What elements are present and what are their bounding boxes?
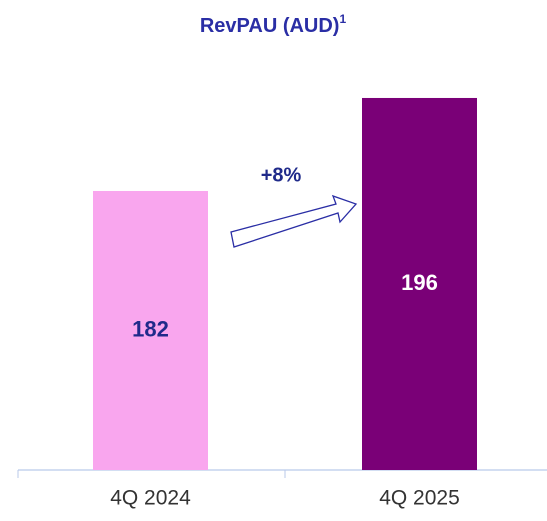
annotation: +8% [261,164,302,186]
x-tick-label: 4Q 2025 [379,487,460,510]
chart-title-group: RevPAU (AUD)1 [200,12,347,37]
data-label: 196 [401,270,438,295]
bar [93,190,208,471]
data-label: 182 [132,316,169,341]
chart-title: RevPAU (AUD) [200,15,340,37]
title-superscript: 1 [339,12,346,26]
x-tick-label: 4Q 2024 [110,487,191,510]
growth-arrow [230,194,358,248]
bar [362,97,477,471]
